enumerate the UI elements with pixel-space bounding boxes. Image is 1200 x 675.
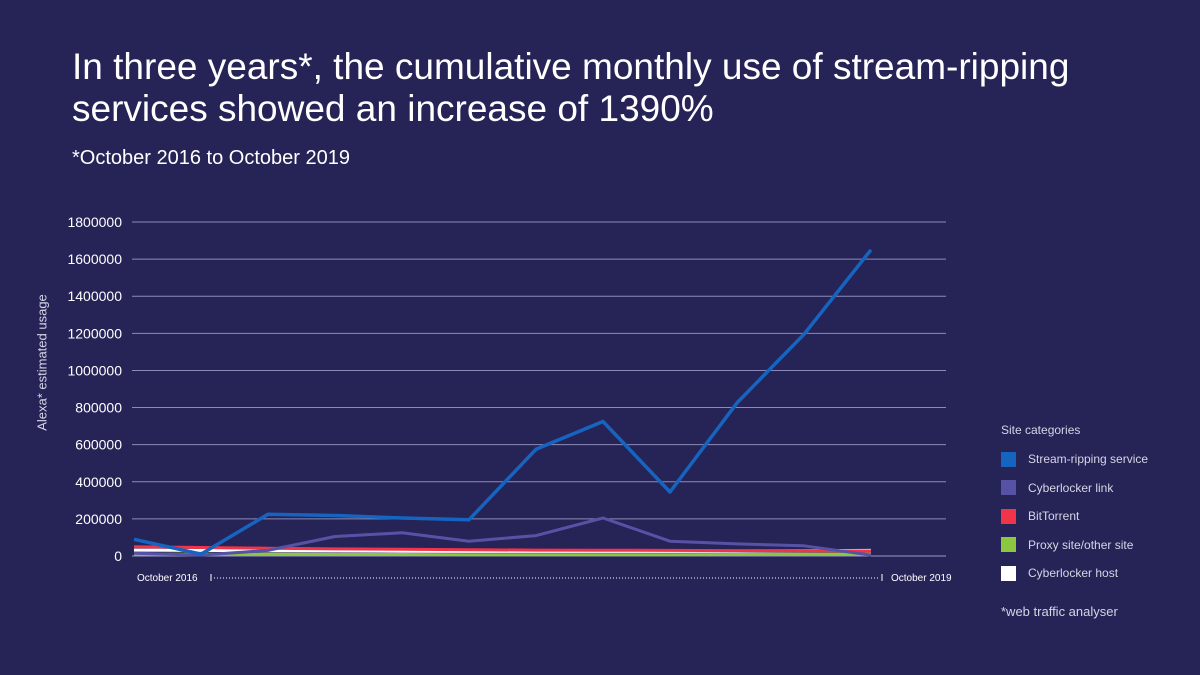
series-line-proxy-site-other-site [133, 552, 872, 557]
legend-item-bittorrent: BitTorrent [1001, 502, 1191, 531]
legend-label: BitTorrent [1028, 509, 1080, 524]
y-tick-label: 1400000 [67, 288, 122, 304]
legend-label: Proxy site/other site [1028, 537, 1134, 552]
x-end-label: October 2019 [891, 573, 952, 584]
series-line-cyberlocker-link [133, 516, 872, 557]
legend-label: Cyberlocker host [1028, 566, 1119, 581]
footnote: *web traffic analyser [1001, 604, 1118, 619]
y-tick-label: 200000 [75, 511, 122, 527]
legend-swatch [1001, 508, 1016, 524]
y-tick-label: 800000 [75, 400, 122, 416]
series-line-bittorrent [133, 545, 872, 553]
series-line-stream-ripping-service [133, 248, 873, 556]
legend-title: Site categories [1001, 423, 1081, 437]
y-tick-label: 600000 [75, 437, 122, 453]
gridlines [132, 221, 946, 557]
y-tick-label: 1000000 [67, 362, 122, 378]
page-title: In three years*, the cumulative monthly … [72, 46, 1070, 129]
y-tick-label: 400000 [75, 474, 122, 490]
y-tick-labels: 0 200000 400000 600000 800000 1000000 1200000 1… [67, 214, 122, 564]
page-subtitle: *October 2016 to October 2019 [72, 147, 350, 169]
legend-item-cyberlocker-link: Cyberlocker link [1001, 474, 1191, 503]
legend: Site categories Stream-ripping service C… [1001, 423, 1191, 588]
legend-swatch [1001, 451, 1016, 467]
legend-item-stream-ripping: Stream-ripping service [1001, 445, 1191, 474]
y-tick-label: 1200000 [67, 325, 122, 341]
x-start-label: October 2016 [137, 573, 198, 584]
legend-item-proxy-site: Proxy site/other site [1001, 531, 1191, 560]
legend-swatch [1001, 565, 1016, 581]
series-lines [133, 248, 873, 557]
legend-label: Cyberlocker link [1028, 480, 1114, 495]
legend-label: Stream-ripping service [1028, 452, 1149, 467]
y-tick-label: 0 [114, 548, 122, 564]
legend-item-cyberlocker-host: Cyberlocker host [1001, 559, 1191, 588]
legend-swatch [1001, 537, 1016, 553]
y-tick-label: 1600000 [67, 251, 122, 267]
y-tick-label: 1800000 [67, 214, 122, 230]
legend-swatch [1001, 480, 1016, 496]
x-axis: October 2016 October 2019 [137, 573, 952, 584]
